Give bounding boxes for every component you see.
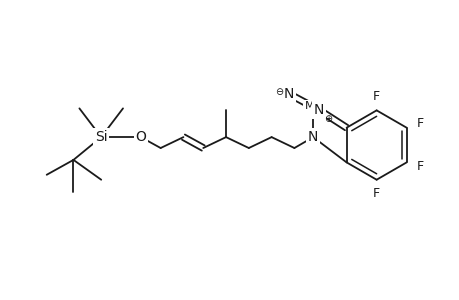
Text: F: F	[416, 117, 423, 130]
Text: N: N	[313, 103, 323, 117]
Text: Si: Si	[95, 130, 107, 144]
Text: Me: Me	[304, 101, 321, 111]
Text: N: N	[308, 130, 318, 144]
Text: F: F	[416, 160, 423, 173]
Text: F: F	[372, 90, 380, 103]
Text: ⊖: ⊖	[274, 87, 283, 97]
Text: N: N	[283, 87, 294, 101]
Text: ⊕: ⊕	[323, 114, 331, 124]
Text: O: O	[135, 130, 146, 144]
Text: F: F	[372, 187, 380, 200]
